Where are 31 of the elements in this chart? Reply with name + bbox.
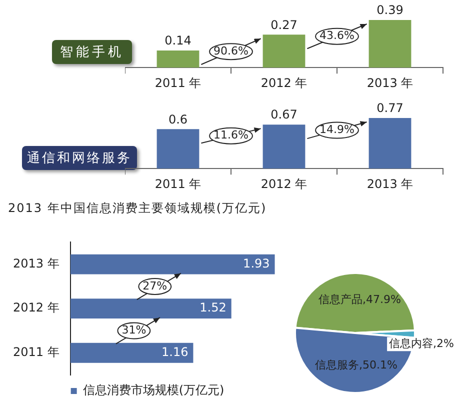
chart-title: 2013 年中国信息消费主要领域规模(万亿元)	[8, 200, 267, 217]
annotation: 31%	[122, 324, 146, 337]
annotation: 43.6%	[320, 29, 354, 42]
legend-label: 信息消费市场规模(万亿元)	[82, 383, 224, 398]
data-label: 1.16	[162, 344, 188, 359]
data-label: 0.14	[164, 34, 192, 48]
x-tick-label: 2011 年	[154, 176, 202, 191]
data-label: 0.39	[376, 3, 404, 18]
x-tick-label: 2012 年	[260, 76, 308, 90]
x-tick-label: 2013 年	[366, 76, 414, 90]
annotation: 90.6%	[214, 44, 248, 58]
y-tick-label: 2011 年	[12, 344, 60, 359]
text: 通信和网络服务	[22, 146, 137, 170]
text: 智能手机	[52, 40, 132, 64]
annotation: 14.9%	[320, 123, 354, 136]
x-tick-label: 2012 年	[260, 176, 308, 191]
x-tick-label: 2013 年	[366, 176, 414, 191]
data-label: 1.93	[243, 256, 270, 270]
slice-label: 信息内容,2%	[389, 336, 454, 350]
y-tick-label: 2013 年	[12, 256, 60, 270]
data-label: 1.52	[200, 300, 226, 315]
y-tick-label: 2012 年	[12, 300, 60, 315]
x-tick-label: 2011 年	[154, 76, 202, 90]
data-label: 0.77	[376, 101, 404, 116]
annotation: 11.6%	[214, 128, 248, 142]
slice-label: 信息服务,50.1%	[315, 358, 398, 372]
data-label: 0.6	[168, 112, 188, 126]
data-label: 0.67	[270, 108, 298, 122]
slice-label: 信息产品,47.9%	[318, 292, 401, 306]
data-label: 0.27	[270, 18, 298, 32]
annotation: 27%	[142, 279, 168, 292]
